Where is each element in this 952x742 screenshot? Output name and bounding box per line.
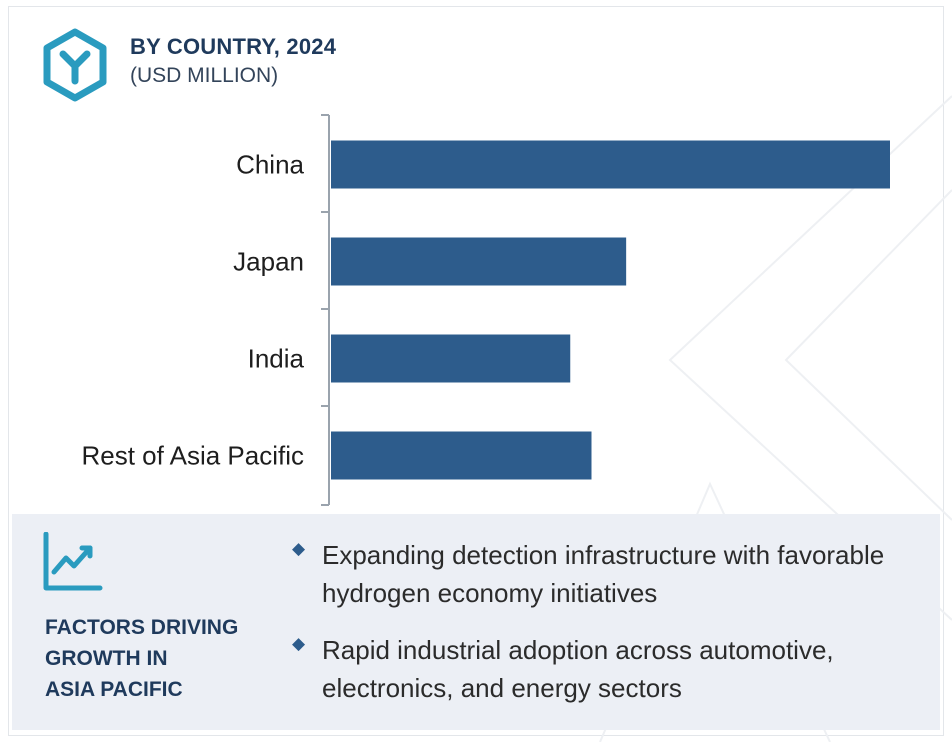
chart-title: BY COUNTRY, 2024 — [130, 34, 337, 59]
diamond-bullet-icon: ◆ — [292, 539, 306, 558]
category-label: India — [248, 344, 305, 374]
list-item: ◆ Rapid industrial adoption across autom… — [290, 631, 930, 707]
bar-japan — [331, 237, 627, 286]
heading-line: ASIA PACIFIC — [45, 678, 183, 701]
bar-china — [331, 140, 890, 189]
category-label: China — [236, 150, 304, 180]
growth-factors-panel: FACTORS DRIVING GROWTH IN ASIA PACIFIC ◆… — [12, 514, 940, 730]
growth-factors-heading: FACTORS DRIVING GROWTH IN ASIA PACIFIC — [45, 612, 275, 705]
hexagon-y-logo-icon — [43, 28, 107, 102]
bar-india — [331, 334, 571, 383]
chart-subtitle: (USD MILLION) — [130, 64, 279, 87]
trend-chart-icon — [43, 532, 103, 591]
bullet-text: Rapid industrial adoption across automot… — [322, 635, 834, 703]
bullet-text: Expanding detection infrastructure with … — [322, 540, 885, 608]
diamond-bullet-icon: ◆ — [292, 634, 306, 653]
heading-line: FACTORS DRIVING — [45, 616, 239, 639]
growth-factors-list: ◆ Expanding detection infrastructure wit… — [290, 536, 930, 726]
category-label: Japan — [233, 247, 304, 277]
list-item: ◆ Expanding detection infrastructure wit… — [290, 536, 930, 612]
bar-chart: China Japan India Rest of Asia Pacific — [81, 114, 890, 506]
category-label: Rest of Asia Pacific — [81, 441, 304, 471]
heading-line: GROWTH IN — [45, 647, 168, 670]
bar-rest-of-asia-pacific — [331, 431, 592, 480]
